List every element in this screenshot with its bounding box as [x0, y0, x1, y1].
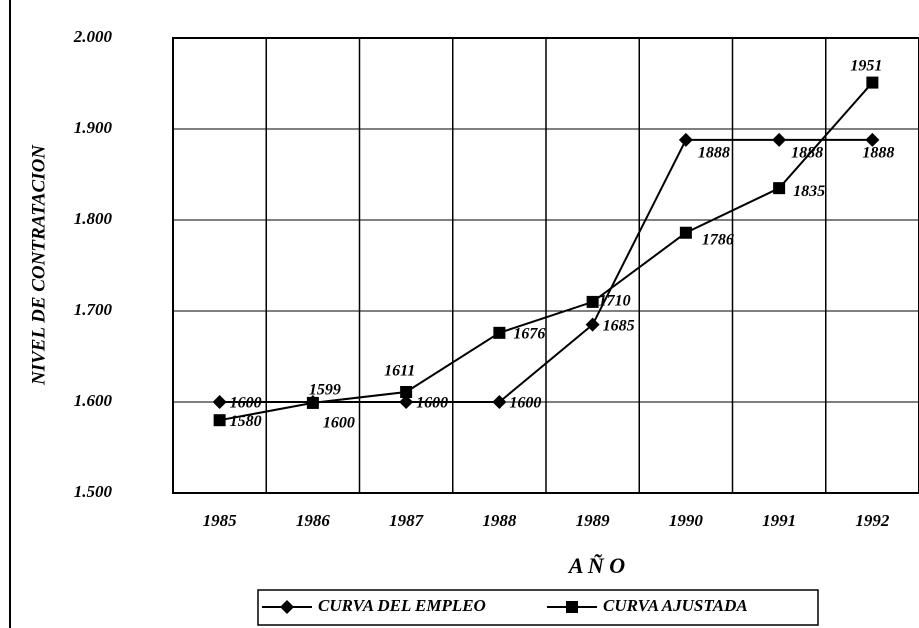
y-tick-label: 2.000 — [73, 27, 113, 46]
legend-label: CURVA AJUSTADA — [603, 596, 748, 615]
data-label: 1888 — [698, 145, 730, 162]
data-label: 1600 — [509, 395, 541, 412]
marker-square — [866, 76, 879, 89]
y-tick-label: 1.900 — [74, 118, 113, 137]
data-label: 1786 — [702, 231, 734, 248]
marker-square — [773, 182, 786, 195]
marker-diamond — [280, 600, 294, 614]
plot-border — [172, 37, 919, 494]
marker-square — [213, 414, 226, 427]
marker-diamond — [492, 395, 507, 409]
data-label: 1600 — [323, 415, 355, 432]
data-label: 1685 — [603, 317, 635, 334]
x-axis-title: A Ñ O — [567, 553, 625, 578]
x-tick-label: 1992 — [855, 511, 890, 530]
data-label: 1611 — [384, 363, 415, 380]
x-tick-label: 1989 — [576, 511, 611, 530]
y-tick-label: 1.700 — [74, 300, 113, 319]
x-tick-label: 1988 — [482, 511, 517, 530]
marker-diamond — [772, 132, 787, 147]
data-label: 1951 — [850, 57, 882, 74]
x-tick-label: 1991 — [762, 511, 796, 530]
marker-diamond — [585, 317, 600, 332]
x-tick-label: 1990 — [669, 511, 704, 530]
marker-diamond — [399, 395, 414, 409]
data-label: 1888 — [791, 145, 823, 162]
x-tick-label: 1986 — [296, 511, 331, 530]
data-label: 1710 — [599, 293, 631, 310]
data-label: 1580 — [230, 413, 262, 430]
data-label: 1676 — [513, 326, 545, 343]
data-label: 1600 — [230, 395, 262, 412]
marker-square — [306, 396, 319, 409]
data-label: 1600 — [416, 395, 448, 412]
marker-diamond — [865, 132, 880, 147]
x-tick-label: 1985 — [203, 511, 238, 530]
marker-square — [400, 385, 413, 398]
legend-label: CURVA DEL EMPLEO — [318, 596, 486, 615]
x-tick-label: 1987 — [389, 511, 425, 530]
marker-square — [679, 226, 692, 239]
data-label: 1599 — [309, 382, 341, 399]
data-label: 1888 — [862, 145, 894, 162]
y-axis-title: NIVEL DE CONTRATACION — [28, 144, 49, 386]
y-tick-label: 1.500 — [74, 482, 113, 501]
marker-square — [586, 295, 599, 308]
y-tick-label: 1.800 — [74, 209, 113, 228]
series-line — [219, 81, 874, 422]
marker-diamond — [212, 395, 227, 409]
marker-diamond — [678, 132, 693, 147]
data-label: 1835 — [793, 183, 825, 200]
y-tick-label: 1.600 — [74, 391, 113, 410]
marker-square — [566, 601, 578, 613]
legend-box — [257, 589, 819, 626]
marker-square — [493, 326, 506, 339]
